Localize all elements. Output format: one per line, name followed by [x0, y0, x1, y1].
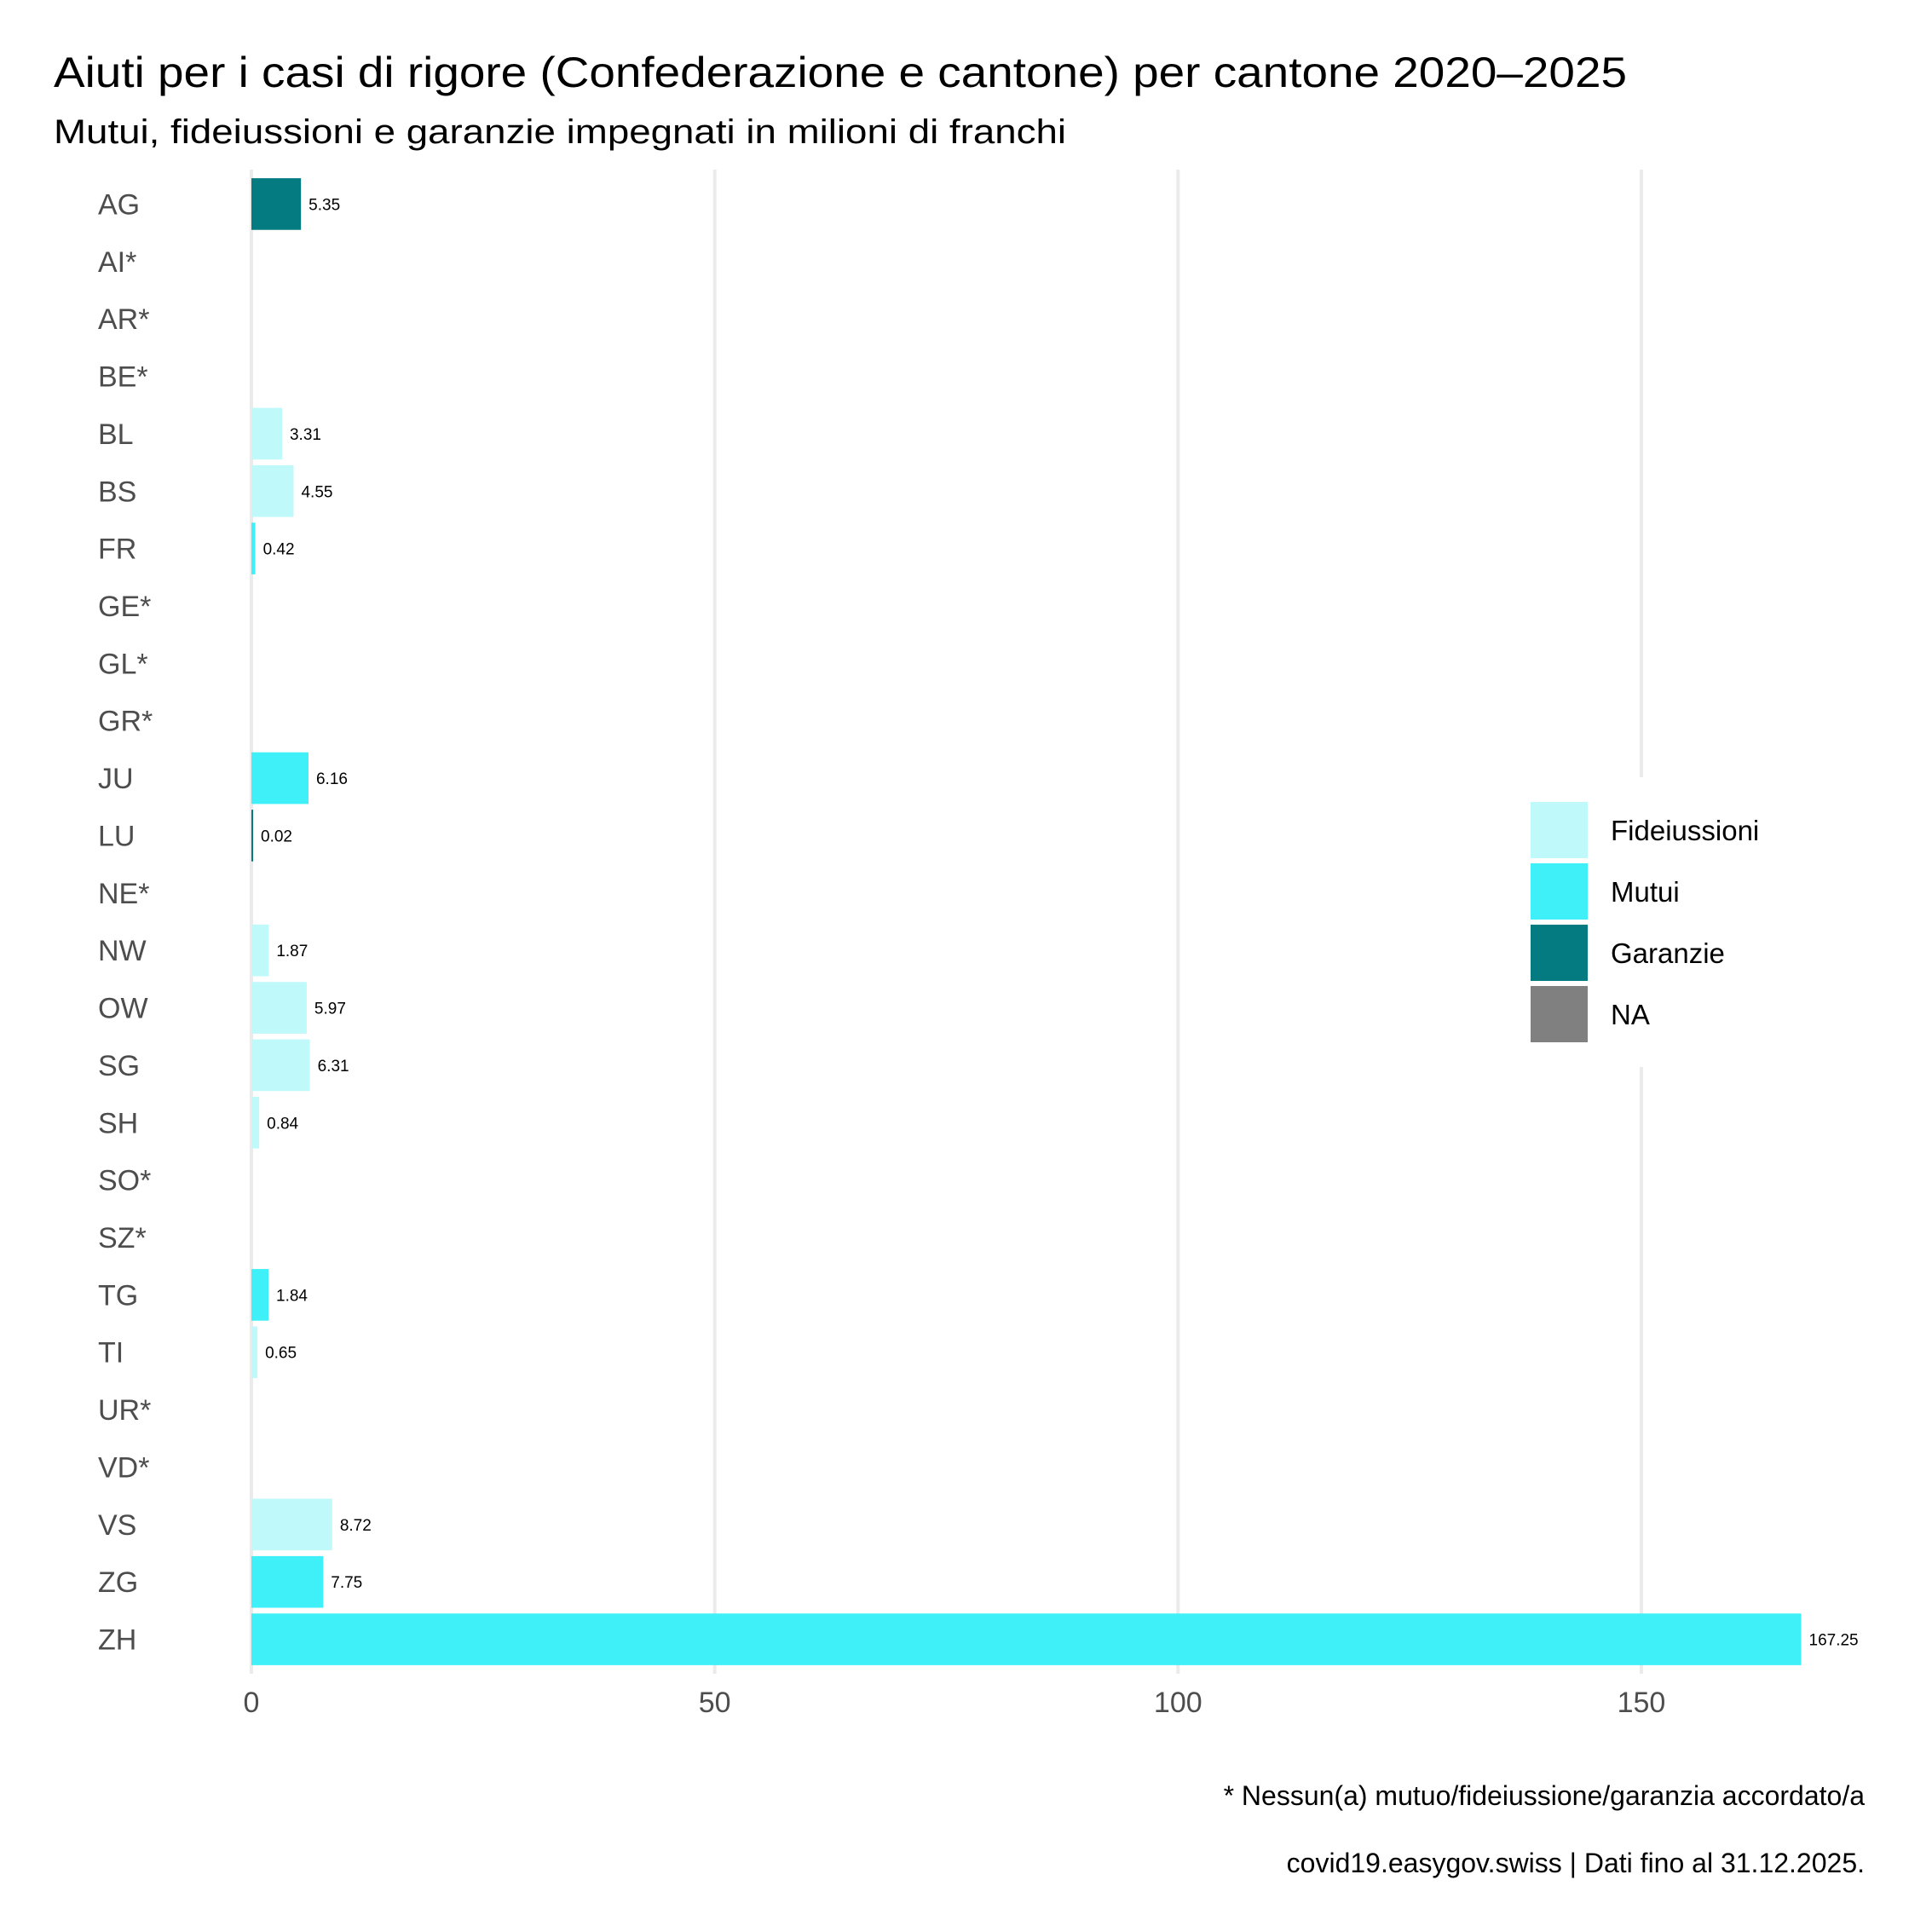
x-tick-label: 150	[1618, 1687, 1666, 1719]
legend-swatch-mutui	[1531, 863, 1588, 920]
value-label-ag: 5.35	[309, 196, 340, 214]
y-tick-label: OW	[98, 993, 148, 1025]
y-tick-label: SO*	[98, 1165, 151, 1197]
legend-label-fideiussioni: Fideiussioni	[1611, 815, 1759, 846]
y-tick-label: NW	[98, 935, 147, 967]
x-tick-label: 50	[699, 1687, 731, 1719]
value-label-fr: 0.42	[263, 541, 295, 559]
y-tick-label: JU	[98, 763, 134, 795]
y-tick-label: VD*	[98, 1451, 149, 1484]
caption-note: * Nessun(a) mutuo/fideiussione/garanzia …	[1224, 1780, 1866, 1811]
y-tick-label: BS	[98, 476, 136, 508]
y-tick-label: NE*	[98, 878, 149, 910]
value-label-lu: 0.02	[261, 828, 292, 845]
chart-subtitle: Mutui, fideiussioni e garanzie impegnati…	[54, 113, 1066, 151]
bar-bs	[251, 464, 294, 517]
legend: Fideiussioni Mutui Garanzie NA	[1517, 777, 1807, 1067]
value-label-bs: 4.55	[301, 483, 332, 501]
caption-source: covid19.easygov.swiss | Dati fino al 31.…	[1287, 1848, 1865, 1878]
y-tick-label: BE*	[98, 361, 148, 394]
value-labels: 5.35 3.31 4.55 0.42 6.16 0.02 1.87 5.97 6.31 0.84…	[261, 196, 1859, 1649]
bar-vs	[251, 1498, 332, 1551]
bar-bl	[251, 407, 282, 460]
bar-fr	[251, 522, 256, 574]
value-label-ju: 6.16	[316, 770, 348, 788]
y-tick-label: TG	[98, 1279, 138, 1312]
y-tick-label: SH	[98, 1107, 138, 1139]
y-tick-label: VS	[98, 1509, 136, 1542]
y-tick-label: GL*	[98, 648, 148, 680]
value-label-ow: 5.97	[314, 1001, 346, 1018]
legend-swatch-garanzie	[1531, 925, 1588, 981]
y-tick-label: GE*	[98, 591, 151, 623]
bar-sg	[251, 1039, 310, 1092]
y-tick-label: AG	[98, 188, 140, 221]
value-label-sg: 6.31	[318, 1058, 349, 1076]
chart-title: Aiuti per i casi di rigore (Confederazio…	[54, 49, 1627, 96]
y-tick-label: LU	[98, 820, 135, 852]
legend-swatch-na	[1531, 986, 1588, 1042]
bar-zh	[251, 1613, 1802, 1665]
x-axis-labels: 0 50 100 150	[244, 1687, 1666, 1719]
bar-nw	[251, 924, 269, 977]
value-label-bl: 3.31	[290, 426, 321, 444]
y-tick-label: SZ*	[98, 1222, 147, 1254]
bars	[251, 178, 1802, 1665]
value-label-vs: 8.72	[340, 1517, 372, 1535]
y-tick-label: BL	[98, 418, 134, 451]
value-label-nw: 1.87	[276, 943, 308, 960]
legend-swatch-fideiussioni	[1531, 802, 1588, 858]
bar-ow	[251, 982, 307, 1034]
value-label-tg: 1.84	[276, 1287, 308, 1305]
bar-zg	[251, 1555, 324, 1608]
value-label-ti: 0.65	[265, 1345, 297, 1363]
y-tick-label: GR*	[98, 706, 153, 738]
y-tick-label: ZH	[98, 1624, 136, 1657]
x-tick-label: 100	[1154, 1687, 1202, 1719]
bar-ag	[251, 178, 302, 230]
legend-label-na: NA	[1611, 999, 1650, 1030]
bar-lu	[251, 810, 253, 862]
legend-label-garanzie: Garanzie	[1611, 937, 1725, 969]
x-tick-label: 0	[244, 1687, 260, 1719]
value-label-zh: 167.25	[1809, 1632, 1859, 1650]
legend-label-mutui: Mutui	[1611, 876, 1680, 908]
value-label-sh: 0.84	[267, 1115, 298, 1133]
y-tick-label: ZG	[98, 1566, 138, 1599]
bar-tg	[251, 1269, 269, 1321]
y-tick-label: FR	[98, 533, 136, 566]
y-tick-label: AR*	[98, 303, 149, 336]
y-tick-label: UR*	[98, 1394, 151, 1427]
y-tick-label: SG	[98, 1050, 140, 1082]
y-axis-labels: AG AI* AR* BE* BL BS FR GE* GL* GR* JU LU NE* NW OW SG S…	[98, 188, 153, 1656]
y-tick-label: AI*	[98, 246, 136, 279]
y-tick-label: TI	[98, 1337, 124, 1370]
bar-sh	[251, 1096, 260, 1149]
bar-ju	[251, 752, 309, 805]
bar-ti	[251, 1326, 258, 1379]
value-label-zg: 7.75	[331, 1574, 362, 1592]
